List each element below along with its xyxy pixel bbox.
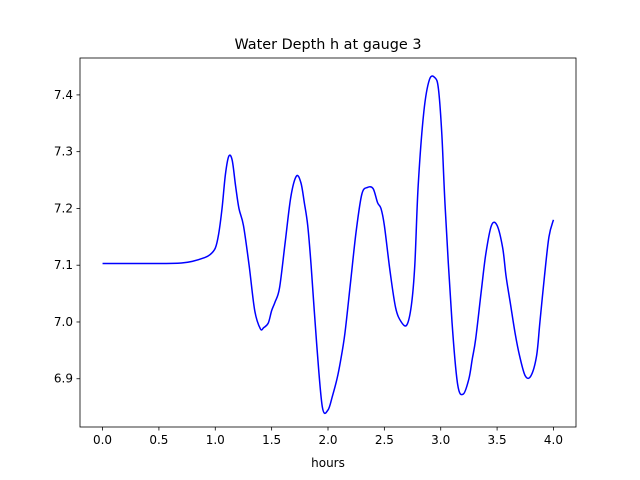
y-axis: 6.9 7.0 7.1 7.2 7.3 7.4 bbox=[54, 88, 80, 386]
chart-title: Water Depth h at gauge 3 bbox=[234, 37, 421, 53]
x-tick-label: 4.0 bbox=[544, 433, 563, 447]
x-tick-label: 0.5 bbox=[149, 433, 168, 447]
y-tick-label: 7.1 bbox=[54, 258, 73, 272]
x-axis-label: hours bbox=[311, 456, 345, 470]
series-line bbox=[102, 75, 555, 415]
series-group bbox=[102, 75, 555, 415]
y-tick-label: 7.3 bbox=[54, 145, 73, 159]
x-tick-label: 1.5 bbox=[262, 433, 281, 447]
y-tick-label: 6.9 bbox=[54, 372, 73, 386]
x-tick-label: 2.5 bbox=[375, 433, 394, 447]
y-tick-label: 7.2 bbox=[54, 201, 73, 215]
x-tick-label: 2.0 bbox=[318, 433, 337, 447]
y-tick-label: 7.4 bbox=[54, 88, 73, 102]
y-tick-label: 7.0 bbox=[54, 315, 73, 329]
x-tick-label: 0.0 bbox=[93, 433, 112, 447]
x-tick-label: 3.0 bbox=[431, 433, 450, 447]
x-axis: 0.0 0.5 1.0 1.5 2.0 2.5 3.0 3.5 4.0 bbox=[93, 427, 563, 447]
x-tick-label: 3.5 bbox=[488, 433, 507, 447]
x-tick-label: 1.0 bbox=[206, 433, 225, 447]
